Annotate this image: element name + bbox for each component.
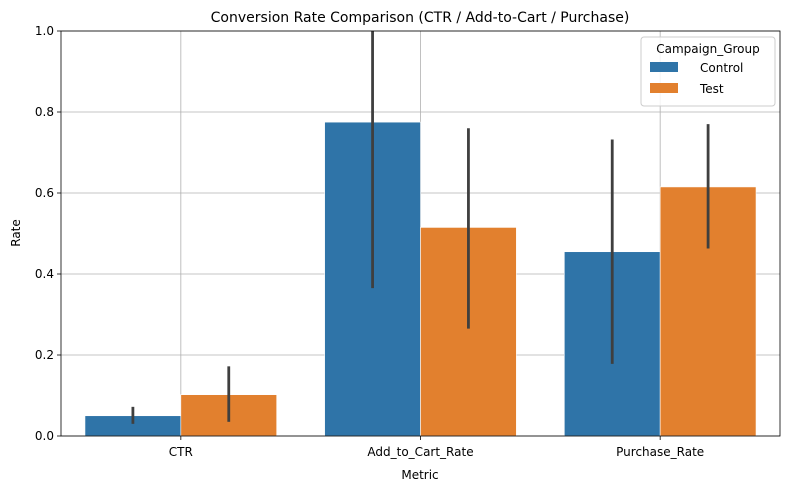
- axes: [57, 30, 781, 440]
- y-tick-labels: 0.0 0.2 0.4 0.6 0.8 1.0: [35, 24, 54, 443]
- legend-title: Campaign_Group: [656, 42, 759, 56]
- y-tick-label: 0.4: [35, 267, 54, 281]
- x-axis-label: Metric: [401, 468, 438, 482]
- x-tick-label: Add_to_Cart_Rate: [367, 445, 473, 459]
- bars: [84, 121, 757, 437]
- legend-label-control: Control: [700, 61, 743, 75]
- y-tick-label: 0.6: [35, 186, 54, 200]
- plot-frame: [60, 30, 781, 437]
- error-bars: [131, 31, 710, 424]
- legend-label-test: Test: [699, 82, 724, 96]
- y-tick-label: 0.8: [35, 105, 54, 119]
- legend: Campaign_Group Control Test: [640, 36, 776, 107]
- y-tick-label: 0.0: [35, 429, 54, 443]
- x-tick-label: CTR: [169, 445, 193, 459]
- legend-swatch-test: [650, 83, 678, 93]
- x-tick-labels: CTR Add_to_Cart_Rate Purchase_Rate: [169, 445, 704, 459]
- legend-items: Control Test: [650, 61, 743, 96]
- y-tick-label: 0.2: [35, 348, 54, 362]
- chart-title: Conversion Rate Comparison (CTR / Add-to…: [211, 10, 630, 26]
- x-tick-label: Purchase_Rate: [616, 445, 704, 459]
- y-axis-label: Rate: [9, 219, 23, 247]
- y-tick-label: 1.0: [35, 24, 54, 38]
- legend-swatch-control: [650, 62, 678, 72]
